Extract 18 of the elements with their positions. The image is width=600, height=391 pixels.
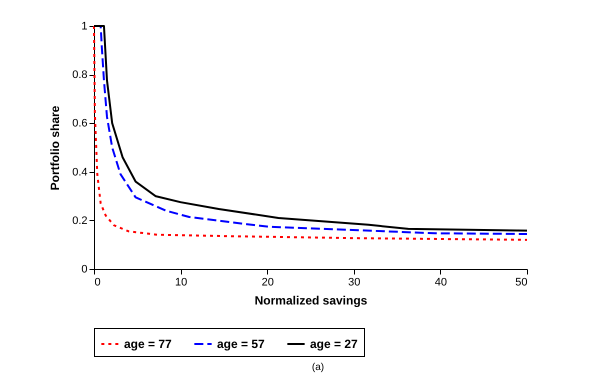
legend-label: age = 57	[217, 337, 266, 351]
y-tick-label: 0.6	[72, 118, 88, 130]
y-tick-label: 0.2	[72, 214, 88, 227]
y-tick-label: 0.8	[72, 69, 88, 82]
y-tick-label: 0	[81, 264, 88, 276]
y-tick-label: 1	[81, 20, 88, 32]
y-axis-title: Portfolio share	[48, 105, 62, 190]
text: (a)	[310, 362, 326, 373]
x-tick-label: 0	[94, 276, 101, 288]
x-tick-label: 50	[515, 276, 528, 288]
x-tick-label: 30	[348, 276, 360, 288]
x-tick-label: 20	[262, 276, 274, 288]
x-tick-label: 10	[174, 276, 188, 288]
y-tick-label: 0.4	[72, 166, 88, 178]
legend-label: age = 27	[310, 337, 358, 351]
legend-label: age = 77	[124, 337, 172, 351]
x-axis-title: Normalized savings	[254, 294, 368, 308]
x-tick-label: 40	[434, 276, 448, 288]
